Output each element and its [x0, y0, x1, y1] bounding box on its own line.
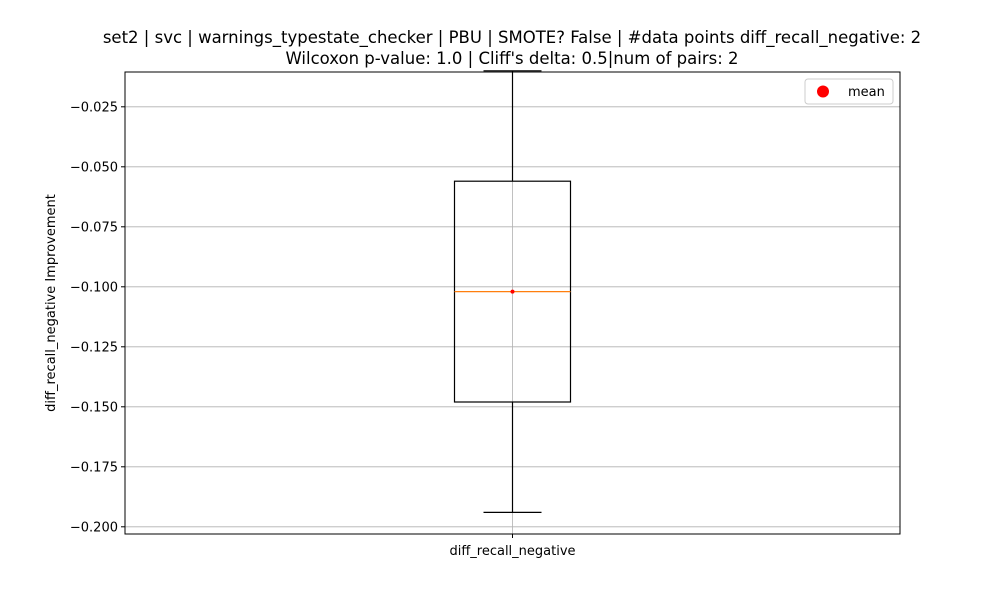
- y-tick-label: −0.200: [70, 520, 118, 535]
- y-tick-label: −0.025: [70, 100, 118, 115]
- y-tick-label: −0.175: [70, 460, 118, 475]
- x-axis: diff_recall_negative: [449, 534, 576, 559]
- legend-box: [804, 78, 894, 105]
- y-tick-label: −0.125: [70, 340, 118, 355]
- plot-frame: [124, 71, 901, 535]
- legend-mean-label: mean: [848, 85, 885, 100]
- y-tick-label: −0.150: [70, 400, 118, 415]
- y-axis-label: diff_recall_negative Improvement: [44, 194, 59, 412]
- chart-title-line-2: Wilcoxon p-value: 1.0 | Cliff's delta: 0…: [285, 49, 738, 68]
- y-tick-label: −0.075: [70, 220, 118, 235]
- box-plot-elements: [453, 70, 572, 514]
- chart-title-line-1: set2 | svc | warnings_typestate_checker …: [103, 28, 921, 48]
- mean-marker: [510, 289, 515, 294]
- x-tick-label: diff_recall_negative: [449, 544, 575, 559]
- y-axis: −0.025 −0.050 −0.075 −0.100 −0.125 −0.150 −0.1…: [70, 100, 125, 535]
- y-tick-label: −0.050: [70, 160, 118, 175]
- legend: mean: [804, 78, 894, 105]
- y-tick-label: −0.100: [70, 280, 118, 295]
- legend-mean-marker: [817, 85, 829, 98]
